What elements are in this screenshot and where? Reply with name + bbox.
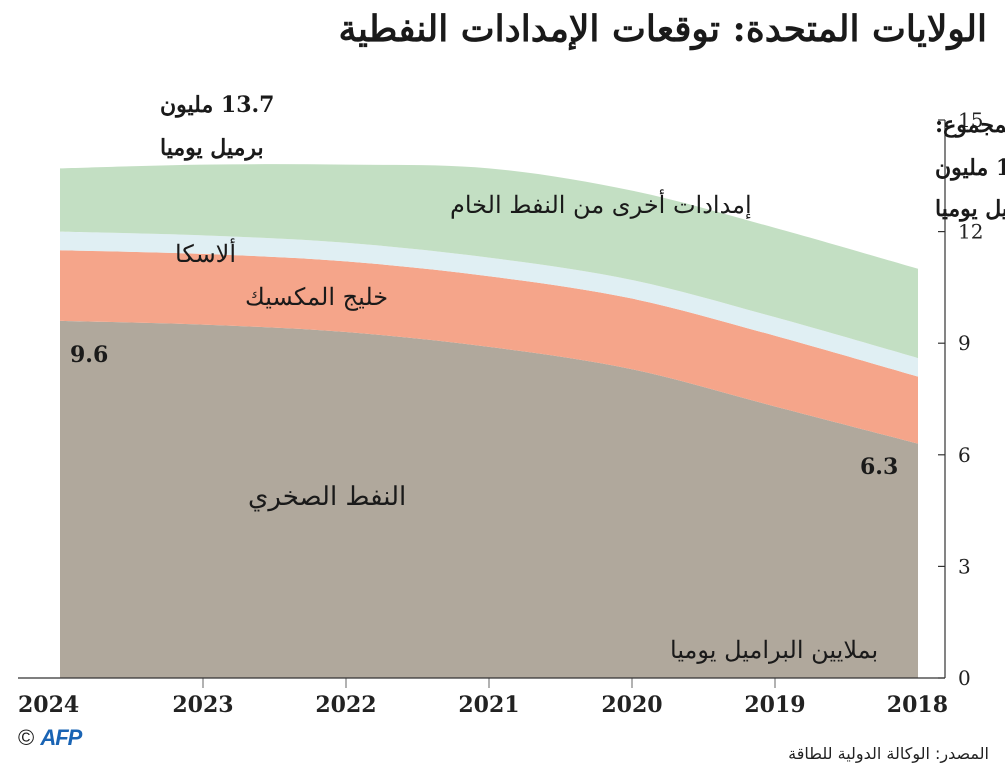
x-tick-label: 2022 bbox=[315, 692, 376, 718]
y-tick-label: 6 bbox=[958, 443, 971, 467]
series-label-2: ألاسكا bbox=[175, 237, 236, 268]
series-label-0: النفط الصخري bbox=[248, 482, 406, 512]
shale-2024-value: 9.6 bbox=[70, 342, 108, 368]
area-series-0 bbox=[60, 320, 918, 678]
area-series-3 bbox=[60, 164, 918, 359]
total-2024-value: 13.7 مليون bbox=[160, 92, 274, 118]
unit-label: بملايين البراميل يوميا bbox=[670, 636, 878, 664]
axes bbox=[18, 120, 946, 679]
source-note: المصدر: الوكالة الدولية للطاقة bbox=[788, 744, 989, 763]
credit: © AFP bbox=[18, 725, 82, 751]
x-tick-label: 2021 bbox=[458, 692, 519, 718]
area-series-2 bbox=[60, 231, 918, 377]
stacked-areas bbox=[60, 164, 918, 678]
total-2018-label: المجموع: bbox=[935, 112, 1005, 138]
category-separators bbox=[202, 678, 776, 688]
y-tick-label: 12 bbox=[958, 220, 983, 244]
x-tick-label: 2024 bbox=[18, 692, 79, 718]
y-tick-label: 0 bbox=[958, 666, 971, 690]
x-tick-label: 2019 bbox=[744, 692, 805, 718]
area-series-1 bbox=[60, 250, 918, 444]
y-tick-label: 3 bbox=[958, 554, 971, 578]
total-2024-unit: برميل يوميا bbox=[160, 135, 264, 161]
tick-labels: 0 3 6 9 12 15 2018 2019 2020 2021 2022 2023 2024 bbox=[18, 108, 983, 718]
x-tick-label: 2020 bbox=[601, 692, 662, 718]
series-label-3: إمدادات أخرى من النفط الخام bbox=[450, 188, 752, 219]
annotations: النفط الصخري خليج المكسيك ألاسكا إمدادات أخ… bbox=[70, 92, 1005, 664]
total-2018-unit: برميل يوميا bbox=[935, 196, 1005, 222]
x-tick-label: 2018 bbox=[887, 692, 948, 718]
total-2018-value: 11.0 مليون bbox=[935, 155, 1005, 181]
afp-logo: AFP bbox=[40, 725, 82, 750]
shale-2018-value: 6.3 bbox=[860, 454, 898, 480]
series-label-1: خليج المكسيك bbox=[245, 283, 388, 311]
x-tick-label: 2023 bbox=[172, 692, 233, 718]
y-tick-label: 9 bbox=[958, 331, 971, 355]
chart-title: الولايات المتحدة: توقعات الإمدادات النفط… bbox=[338, 8, 987, 50]
y-tick-label: 15 bbox=[958, 108, 983, 132]
copyright-symbol: © bbox=[18, 725, 35, 750]
